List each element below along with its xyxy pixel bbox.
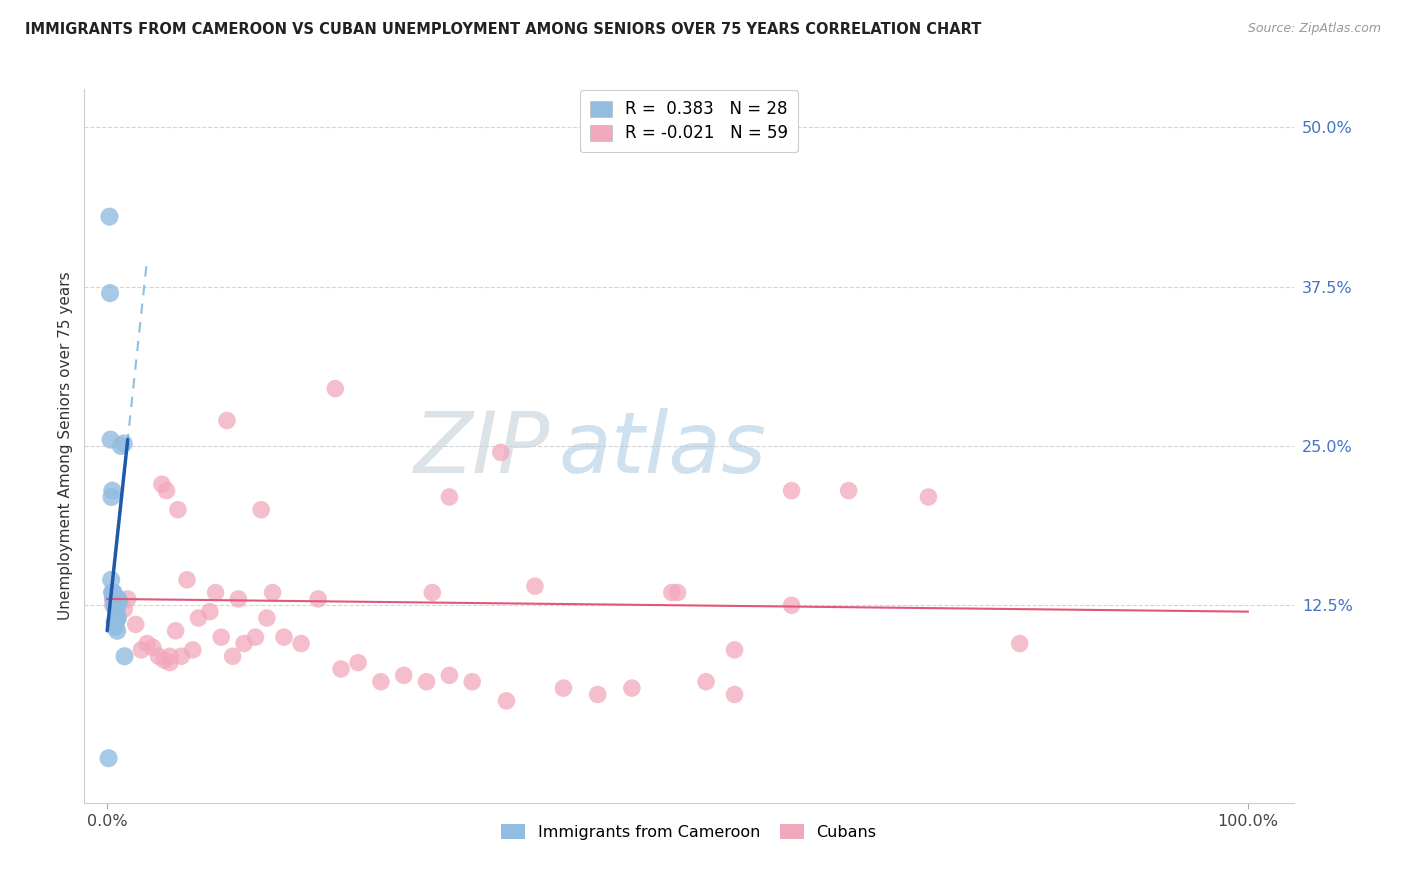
Point: [104, 599, 127, 613]
Point: [553, 681, 575, 695]
Point: [245, 630, 267, 644]
Point: [131, 643, 153, 657]
Point: [125, 617, 148, 632]
Point: [1008, 636, 1031, 650]
Point: [101, 585, 124, 599]
Point: [420, 585, 443, 599]
Point: [323, 382, 346, 396]
Point: [112, 602, 135, 616]
Point: [780, 599, 803, 613]
Point: [204, 585, 226, 599]
Text: ZIP: ZIP: [413, 408, 550, 491]
Text: IMMIGRANTS FROM CAMEROON VS CUBAN UNEMPLOYMENT AMONG SENIORS OVER 75 YEARS CORRE: IMMIGRANTS FROM CAMEROON VS CUBAN UNEMPL…: [25, 22, 981, 37]
Text: atlas: atlas: [558, 408, 766, 491]
Point: [307, 591, 329, 606]
Point: [108, 594, 131, 608]
Point: [209, 630, 232, 644]
Point: [150, 477, 173, 491]
Point: [215, 413, 238, 427]
Point: [330, 662, 353, 676]
Point: [233, 636, 256, 650]
Point: [100, 433, 122, 447]
Point: [100, 573, 122, 587]
Point: [176, 573, 198, 587]
Point: [107, 611, 129, 625]
Point: [620, 681, 643, 695]
Point: [98, 210, 121, 224]
Point: [495, 694, 517, 708]
Point: [262, 585, 284, 599]
Point: [273, 630, 295, 644]
Point: [103, 590, 125, 604]
Text: Source: ZipAtlas.com: Source: ZipAtlas.com: [1247, 22, 1381, 36]
Point: [101, 599, 124, 613]
Point: [114, 649, 136, 664]
Point: [136, 636, 159, 650]
Point: [142, 640, 165, 655]
Point: [392, 668, 415, 682]
Point: [117, 591, 139, 606]
Point: [187, 611, 209, 625]
Point: [780, 483, 803, 498]
Point: [666, 585, 689, 599]
Point: [105, 624, 128, 638]
Point: [523, 579, 546, 593]
Point: [723, 643, 745, 657]
Point: [101, 585, 124, 599]
Legend: Immigrants from Cameroon, Cubans: Immigrants from Cameroon, Cubans: [495, 817, 883, 847]
Point: [167, 502, 190, 516]
Point: [159, 656, 181, 670]
Point: [290, 636, 312, 650]
Point: [439, 490, 461, 504]
Point: [347, 656, 370, 670]
Point: [155, 483, 177, 498]
Point: [103, 585, 125, 599]
Point: [110, 439, 132, 453]
Point: [165, 624, 187, 638]
Point: [170, 649, 193, 664]
Point: [250, 502, 273, 516]
Y-axis label: Unemployment Among Seniors over 75 years: Unemployment Among Seniors over 75 years: [58, 272, 73, 620]
Point: [461, 674, 484, 689]
Point: [101, 483, 124, 498]
Point: [181, 643, 204, 657]
Point: [661, 585, 683, 599]
Point: [695, 674, 717, 689]
Point: [256, 611, 278, 625]
Point: [148, 649, 170, 664]
Point: [97, 751, 120, 765]
Point: [489, 445, 512, 459]
Point: [104, 617, 127, 632]
Point: [723, 688, 745, 702]
Point: [100, 490, 122, 504]
Point: [107, 599, 129, 613]
Point: [105, 611, 128, 625]
Point: [370, 674, 392, 689]
Point: [228, 591, 250, 606]
Point: [198, 605, 221, 619]
Point: [159, 649, 181, 664]
Point: [221, 649, 243, 664]
Point: [153, 653, 176, 667]
Point: [107, 591, 129, 606]
Point: [105, 605, 128, 619]
Point: [104, 615, 127, 629]
Point: [103, 599, 125, 613]
Point: [917, 490, 939, 504]
Point: [439, 668, 461, 682]
Point: [586, 688, 609, 702]
Point: [104, 620, 127, 634]
Point: [415, 674, 437, 689]
Point: [104, 591, 127, 606]
Point: [112, 436, 135, 450]
Point: [98, 286, 121, 301]
Point: [838, 483, 860, 498]
Point: [101, 591, 124, 606]
